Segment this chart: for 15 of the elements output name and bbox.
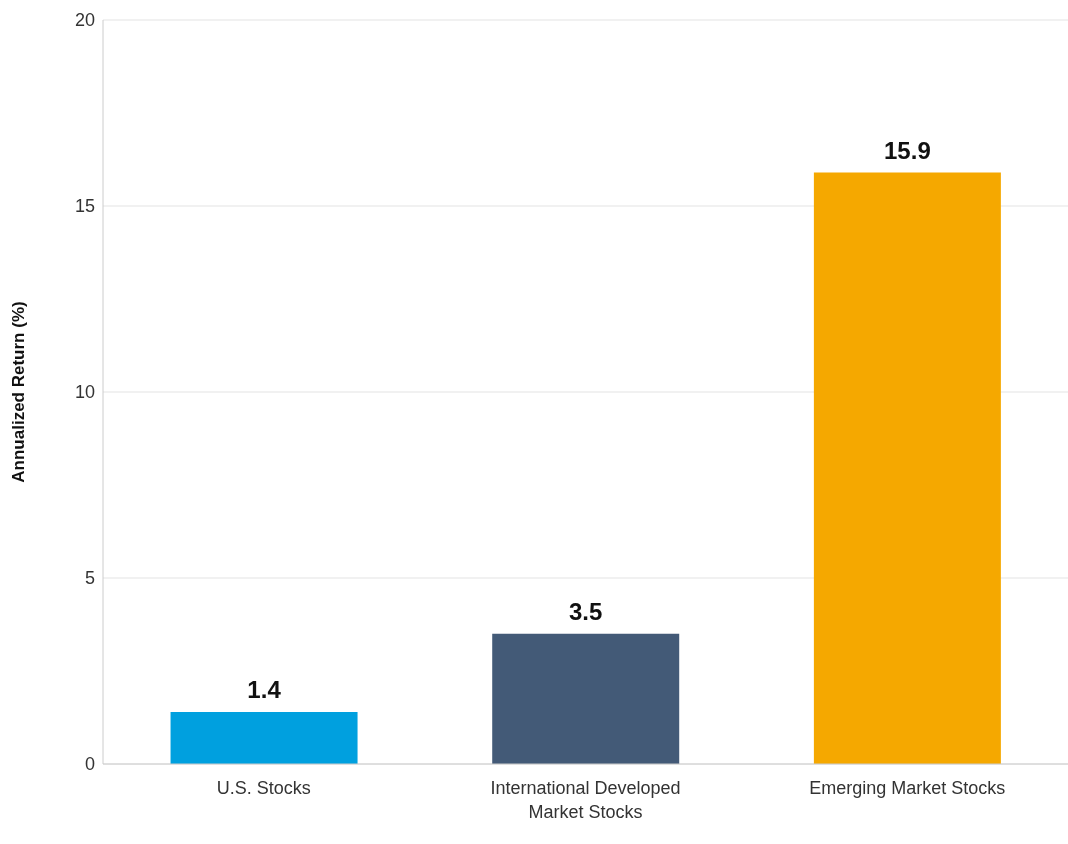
data-label: 15.9	[884, 136, 931, 164]
bar	[492, 633, 680, 764]
y-tick-label: 10	[74, 382, 95, 403]
x-tick-label: U.S. Stocks	[216, 778, 311, 798]
x-tick-label: International Developed Market Stocks	[490, 778, 681, 822]
y-tick-label: 15	[74, 196, 95, 217]
data-label: 1.4	[247, 675, 282, 703]
x-tick-label: Emerging Market Stocks	[809, 778, 1006, 798]
y-tick-label: 5	[84, 568, 95, 589]
bar	[170, 711, 358, 764]
data-label: 3.5	[569, 597, 603, 625]
bar	[813, 172, 1001, 764]
y-axis-title: Annualized Return (%)	[9, 301, 29, 483]
y-tick-label: 0	[84, 754, 95, 775]
y-tick-label: 20	[74, 10, 95, 31]
